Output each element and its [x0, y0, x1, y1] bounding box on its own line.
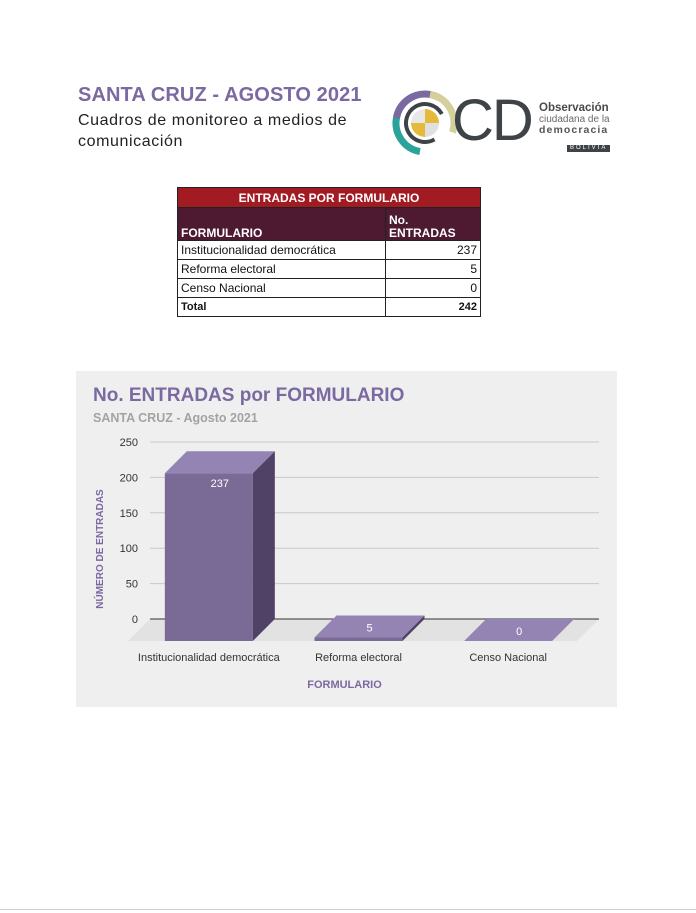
logo-line-2: ciudadana de la	[539, 114, 610, 125]
chart-subtitle: SANTA CRUZ - Agosto 2021	[93, 411, 258, 425]
bar-side	[402, 615, 425, 641]
bar	[164, 473, 253, 641]
cell-formulario: Institucionalidad democrática	[177, 240, 386, 260]
logo-line-3: democracia	[539, 124, 609, 136]
page-bottom-border	[0, 909, 696, 910]
y-tick-label: 50	[126, 579, 138, 591]
table-row: Institucionalidad democrática 237	[177, 240, 481, 260]
cell-entradas: 5	[385, 259, 481, 279]
bar-top	[164, 451, 275, 474]
cell-entradas: 237	[385, 240, 481, 260]
column-header-formulario: FORMULARIO	[177, 207, 386, 241]
y-tick-label: 200	[120, 472, 138, 484]
cell-formulario: Censo Nacional	[177, 278, 386, 298]
bar-top	[464, 619, 575, 641]
bar	[314, 637, 403, 641]
y-tick-label: 250	[120, 437, 138, 449]
table-row: Reforma electoral 5	[177, 259, 481, 279]
cell-entradas: 0	[385, 278, 481, 298]
x-tick-label: Institucionalidad democrática	[138, 652, 281, 664]
bar-side	[252, 451, 275, 641]
table-row: Censo Nacional 0	[177, 278, 481, 298]
report-subtitle: Cuadros de monitoreo a medios de comunic…	[78, 112, 348, 150]
bar-top	[314, 615, 425, 638]
ocd-logo-text: Observación ciudadana de la democracia B…	[539, 102, 619, 154]
y-tick-label: 150	[120, 508, 138, 520]
table-caption: ENTRADAS POR FORMULARIO	[177, 187, 481, 208]
x-axis-title: FORMULARIO	[307, 679, 382, 691]
y-tick-label: 0	[132, 614, 138, 626]
y-axis-title: NÚMERO DE ENTRADAS	[93, 489, 106, 609]
report-title: SANTA CRUZ - AGOSTO 2021	[78, 84, 362, 106]
ocd-logo-ring-icon	[392, 90, 458, 156]
y-tick-label: 100	[120, 543, 138, 555]
x-tick-label: Reforma electoral	[315, 652, 402, 664]
entries-table: ENTRADAS POR FORMULARIO FORMULARIO No. E…	[177, 187, 481, 317]
cell-formulario: Reforma electoral	[177, 259, 386, 279]
table-total-row: Total 242	[177, 297, 481, 317]
ocd-logo: CD Observación ciudadana de la democraci…	[392, 88, 620, 158]
chart-title: No. ENTRADAS por FORMULARIO	[93, 385, 405, 406]
logo-line-4: BOLIVIA	[567, 145, 611, 152]
bar-value-label: 5	[366, 622, 372, 634]
logo-line-1: Observación	[539, 102, 609, 114]
column-header-entradas: No. ENTRADAS	[385, 207, 481, 241]
total-value: 242	[385, 297, 481, 317]
bar-chart-panel: No. ENTRADAS por FORMULARIO SANTA CRUZ -…	[76, 371, 617, 707]
total-label: Total	[177, 297, 386, 317]
bar-value-label: 0	[516, 626, 522, 638]
x-tick-label: Censo Nacional	[469, 652, 547, 664]
bar-value-label: 237	[211, 478, 229, 490]
ocd-logo-letters: CD	[452, 88, 534, 153]
